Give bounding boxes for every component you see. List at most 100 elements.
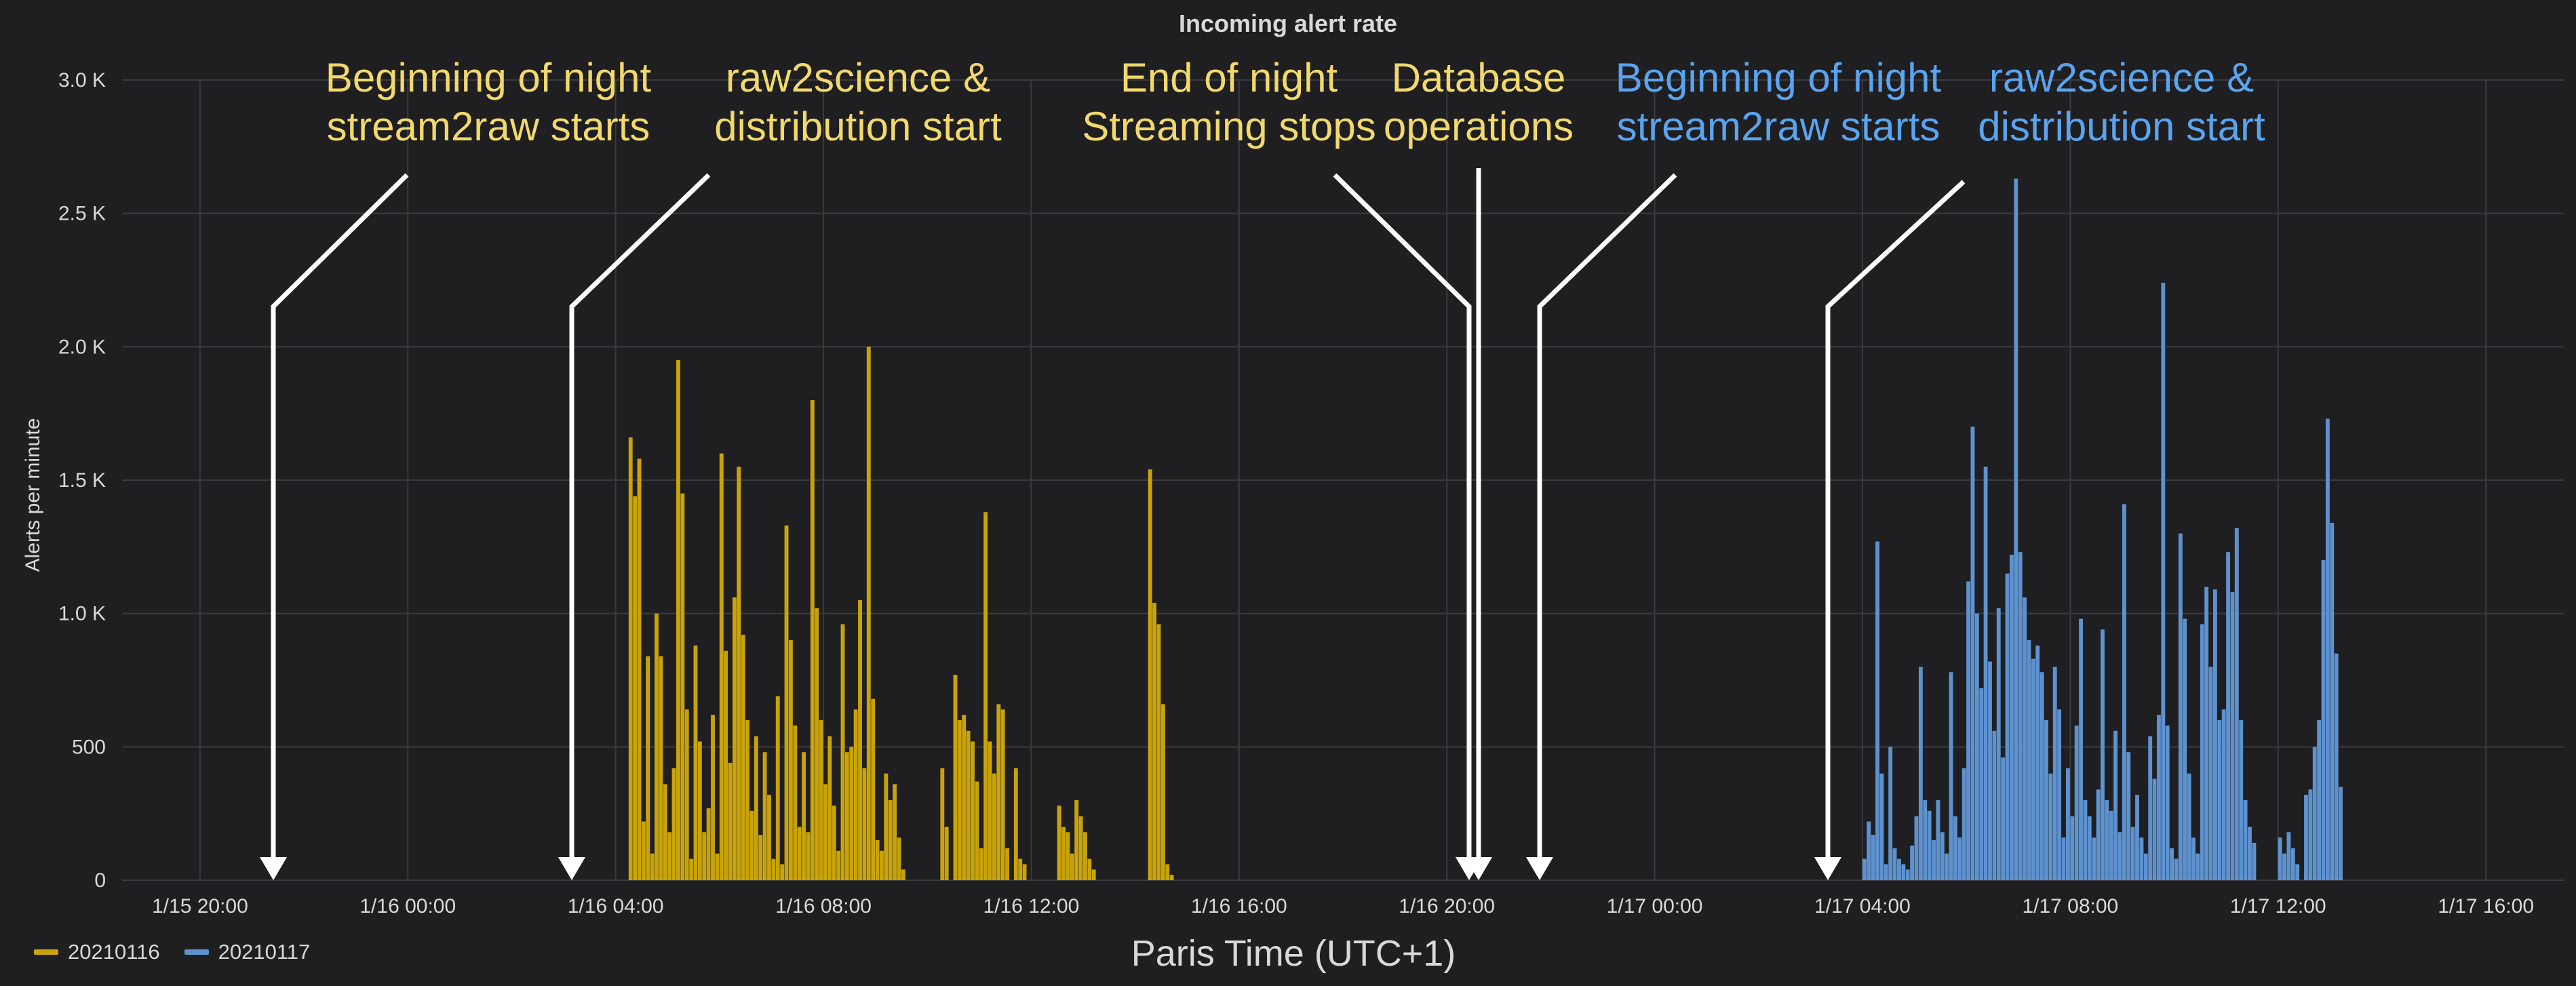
bar bbox=[1091, 869, 1096, 880]
bar bbox=[1992, 730, 1997, 880]
bar bbox=[1905, 869, 1910, 880]
bar bbox=[780, 864, 785, 880]
x-tick-label: 1/17 16:00 bbox=[2438, 895, 2534, 918]
x-tick-labels: 1/15 20:00 1/16 00:00 1/16 04:00 1/16 08:00… bbox=[152, 895, 2534, 918]
bar bbox=[1996, 608, 2001, 880]
y-axis-label: Alerts per minute bbox=[22, 418, 44, 572]
bar bbox=[1988, 661, 1992, 880]
legend-item-series-2[interactable]: 20210117 bbox=[184, 940, 310, 964]
bar bbox=[2157, 715, 2161, 880]
bar bbox=[2070, 816, 2075, 880]
bar bbox=[2200, 624, 2204, 880]
bar bbox=[1160, 704, 1165, 880]
legend-item-series-1[interactable]: 20210116 bbox=[34, 940, 160, 964]
bar bbox=[1022, 864, 1027, 880]
bar bbox=[1165, 864, 1170, 880]
bar bbox=[762, 752, 767, 880]
bar bbox=[1892, 848, 1897, 880]
bar bbox=[2057, 709, 2062, 880]
bar bbox=[2191, 837, 2196, 880]
bar bbox=[1875, 541, 1879, 880]
y-tick-labels: 0 500 1.0 K 1.5 K 2.0 K 2.5 K 3.0 K bbox=[58, 69, 106, 892]
x-tick-label: 1/17 04:00 bbox=[1814, 895, 1911, 918]
bar bbox=[1061, 827, 1066, 880]
bar bbox=[2174, 859, 2179, 880]
bar bbox=[2304, 795, 2308, 880]
bar bbox=[628, 437, 633, 880]
bar bbox=[711, 715, 715, 880]
bar bbox=[875, 840, 880, 880]
bar bbox=[2282, 853, 2286, 880]
x-tick-label: 1/17 08:00 bbox=[2022, 895, 2118, 918]
bar bbox=[2230, 592, 2235, 880]
bar bbox=[2243, 800, 2248, 880]
bar bbox=[1152, 602, 1157, 880]
bar bbox=[2286, 832, 2291, 880]
bar bbox=[940, 768, 945, 880]
bar bbox=[2148, 736, 2153, 880]
bar bbox=[646, 656, 650, 880]
bar bbox=[866, 347, 871, 880]
bar bbox=[962, 715, 967, 880]
annotation-arrow-line bbox=[1825, 180, 1966, 860]
bar bbox=[975, 781, 979, 880]
bar bbox=[2170, 848, 2174, 880]
bar bbox=[2183, 618, 2187, 880]
bar bbox=[2009, 555, 2014, 880]
bar bbox=[819, 720, 823, 880]
y-tick-label: 3.0 K bbox=[58, 69, 106, 92]
bar bbox=[2040, 672, 2044, 880]
bar bbox=[2052, 667, 2057, 880]
annotation-arrowhead bbox=[1526, 857, 1553, 880]
bar bbox=[1018, 859, 1023, 880]
x-tick-label: 1/16 12:00 bbox=[983, 895, 1080, 918]
bar bbox=[1983, 467, 1988, 880]
bar bbox=[715, 853, 720, 880]
annotation-label: raw2science & bbox=[1989, 55, 2254, 100]
bar bbox=[633, 496, 638, 880]
bar bbox=[1083, 832, 1087, 880]
bar bbox=[1936, 800, 1940, 880]
x-tick-label: 1/17 00:00 bbox=[1607, 895, 1703, 918]
bar bbox=[2018, 552, 2023, 880]
bar bbox=[2074, 725, 2079, 880]
bar bbox=[641, 821, 646, 880]
bar bbox=[2044, 720, 2048, 880]
bar bbox=[806, 832, 811, 880]
bar bbox=[2204, 587, 2209, 880]
bar bbox=[2109, 810, 2113, 880]
annotation-arrowhead bbox=[1814, 857, 1841, 880]
bar bbox=[953, 675, 958, 880]
bar bbox=[745, 720, 750, 880]
bar bbox=[2317, 720, 2322, 880]
bar bbox=[788, 640, 793, 880]
bar bbox=[2130, 827, 2135, 880]
bar bbox=[702, 832, 707, 880]
bar bbox=[1057, 805, 1061, 880]
bar bbox=[2187, 773, 2191, 880]
bar bbox=[706, 808, 711, 880]
bar bbox=[1867, 821, 1871, 880]
bar bbox=[2048, 773, 2053, 880]
bar bbox=[2035, 645, 2040, 880]
x-axis-label: Paris Time (UTC+1) bbox=[1131, 933, 1456, 974]
bar bbox=[2096, 789, 2101, 880]
annotation-label: Beginning of night bbox=[326, 55, 652, 100]
annotation-label: Database bbox=[1392, 55, 1566, 100]
bar bbox=[676, 360, 680, 880]
y-tick-label: 1.5 K bbox=[58, 469, 106, 492]
bar bbox=[1074, 800, 1079, 880]
bar bbox=[810, 400, 815, 880]
bar bbox=[815, 608, 819, 880]
bar bbox=[697, 741, 702, 880]
bar bbox=[684, 709, 689, 880]
bar bbox=[2312, 747, 2317, 880]
bar bbox=[724, 650, 728, 880]
bar bbox=[784, 525, 789, 880]
bar bbox=[2118, 832, 2122, 880]
bar bbox=[1066, 832, 1070, 880]
annotation-label: distribution start bbox=[1978, 104, 2265, 149]
bar bbox=[884, 773, 889, 880]
bar bbox=[849, 747, 854, 880]
